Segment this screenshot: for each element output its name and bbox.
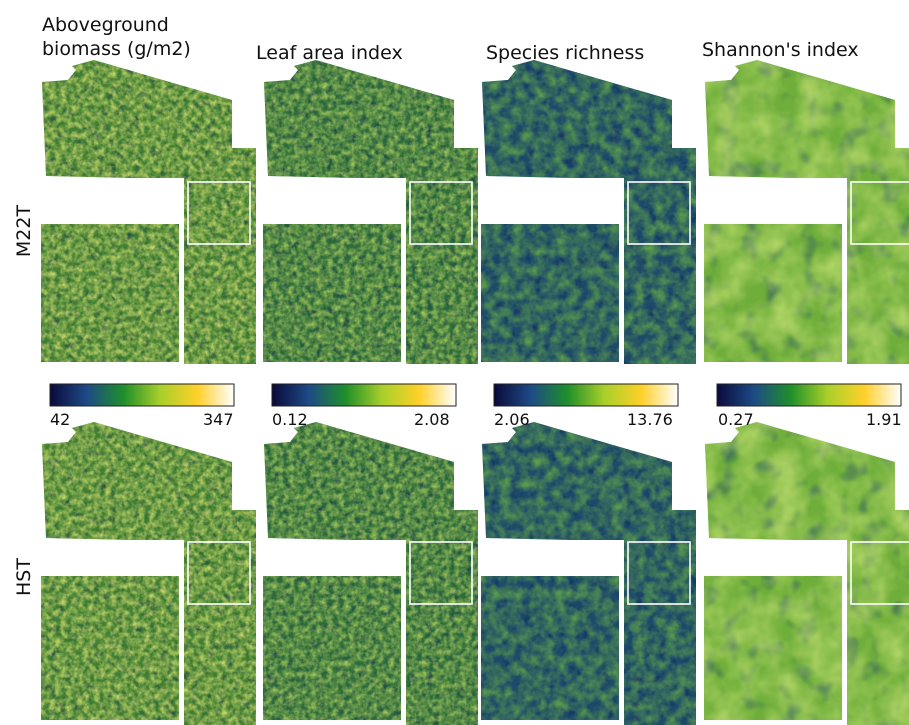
colorbar-max-shannon: 1.91	[866, 410, 902, 429]
inset-frame-m22t-biomass	[39, 222, 181, 364]
colorbar-richness	[493, 383, 679, 407]
colorbar-max-biomass: 347	[203, 410, 234, 429]
inset-map-m22t-shannon	[703, 223, 843, 363]
inset-frame-hst-biomass	[39, 574, 181, 722]
column-title-lai: Leaf area index	[256, 42, 403, 64]
zoom-box-hst-biomass	[187, 541, 251, 605]
column-title-richness: Species richness	[486, 42, 645, 64]
zoom-box-m22t-lai	[409, 181, 473, 245]
colorbar-max-lai: 2.08	[414, 410, 450, 429]
inset-map-hst-richness	[480, 575, 620, 721]
zoom-box-m22t-shannon	[850, 181, 909, 245]
colorbar-max-richness: 13.76	[627, 410, 673, 429]
inset-map-hst-biomass	[40, 575, 180, 721]
colorbar-min-biomass: 42	[50, 410, 71, 429]
inset-frame-hst-richness	[479, 574, 621, 722]
inset-map-m22t-lai	[262, 223, 402, 363]
inset-frame-m22t-richness	[479, 222, 621, 364]
colorbar-shannon	[716, 383, 902, 407]
colorbar-min-lai: 0.12	[272, 410, 308, 429]
inset-frame-m22t-lai	[261, 222, 403, 364]
inset-map-hst-lai	[262, 575, 402, 721]
colorbar-min-richness: 2.06	[494, 410, 530, 429]
inset-frame-hst-lai	[261, 574, 403, 722]
inset-map-m22t-richness	[480, 223, 620, 363]
inset-frame-hst-shannon	[702, 574, 844, 722]
inset-map-m22t-biomass	[40, 223, 180, 363]
zoom-box-hst-lai	[409, 541, 473, 605]
column-title-biomass: Aboveground biomass (g/m2)	[42, 14, 191, 60]
zoom-box-m22t-biomass	[187, 181, 251, 245]
zoom-box-m22t-richness	[627, 181, 691, 245]
colorbar-lai	[271, 383, 457, 407]
colorbar-min-shannon: 0.27	[718, 410, 754, 429]
inset-map-hst-shannon	[703, 575, 843, 721]
zoom-box-hst-richness	[627, 541, 691, 605]
colorbar-biomass	[49, 383, 235, 407]
inset-frame-m22t-shannon	[702, 222, 844, 364]
column-title-shannon: Shannon's index	[702, 39, 859, 61]
zoom-box-hst-shannon	[850, 541, 909, 605]
